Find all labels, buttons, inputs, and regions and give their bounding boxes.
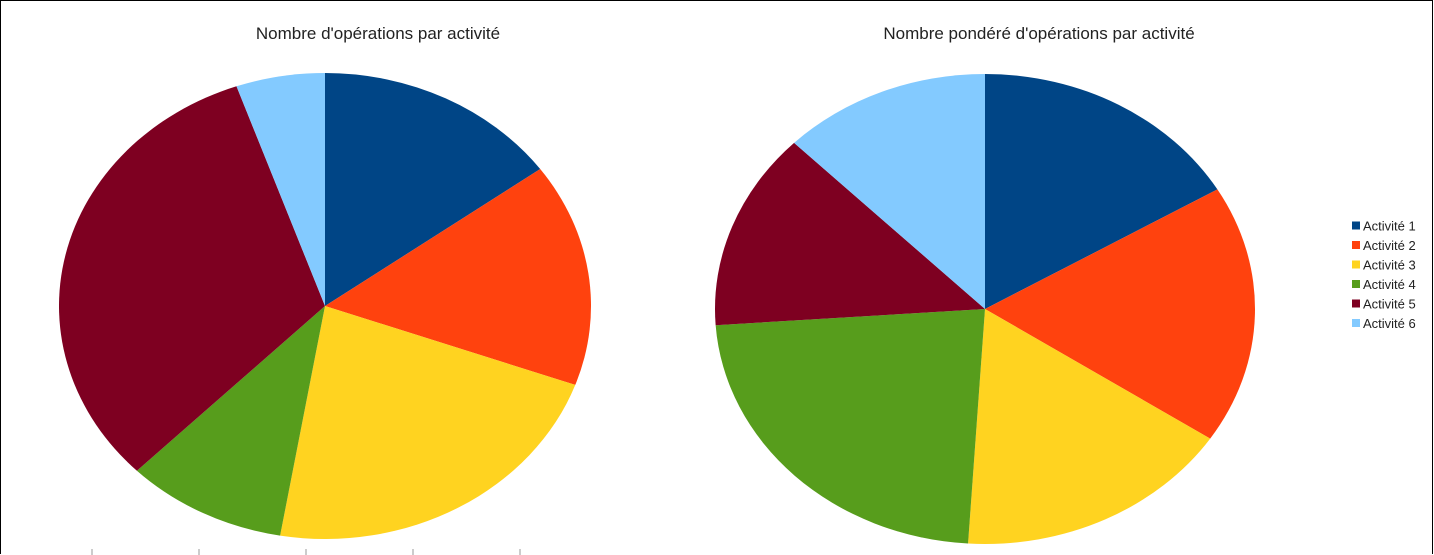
legend-label-6: Activité 6: [1363, 316, 1416, 331]
legend-label-3: Activité 3: [1363, 258, 1416, 273]
pie2-slice-activite-1: [985, 74, 1218, 309]
pie1-slice-activite-2: [325, 169, 591, 385]
legend-label-2: Activité 2: [1363, 238, 1416, 253]
chart-title-2: Nombre pondéré d'opérations par activité: [883, 24, 1194, 43]
pie2-slice-activite-4: [715, 309, 985, 544]
legend-label-1: Activité 1: [1363, 219, 1416, 234]
pie1-slice-activite-4: [136, 306, 325, 536]
legend-swatch-1: [1352, 221, 1360, 230]
pie1-slice-activite-6: [236, 73, 325, 306]
pie-chart-2: [715, 74, 1255, 544]
legend-label-5: Activité 5: [1363, 297, 1416, 312]
pie2-slice-activite-2: [985, 189, 1255, 439]
axis-ticks: [91, 549, 521, 555]
pie2-slice-activite-6: [794, 74, 985, 309]
legend-label-4: Activité 4: [1363, 277, 1416, 292]
pie1-slice-activite-3: [280, 306, 576, 539]
legend: Activité 1 Activité 2 Activité 3 Activité 4…: [1352, 219, 1416, 331]
pie1-slice-activite-5: [58, 86, 325, 471]
pie2-slice-activite-3: [968, 309, 1211, 544]
pie2-slice-activite-5: [715, 142, 985, 326]
pie1-slice-activite-1: [325, 73, 541, 306]
legend-swatch-6: [1352, 319, 1360, 327]
legend-swatch-5: [1352, 299, 1360, 308]
legend-swatch-3: [1352, 260, 1360, 269]
legend-swatch-2: [1352, 241, 1360, 249]
chart-title-1: Nombre d'opérations par activité: [256, 24, 500, 43]
legend-swatch-4: [1352, 280, 1360, 288]
pie-chart-1: [58, 73, 591, 539]
